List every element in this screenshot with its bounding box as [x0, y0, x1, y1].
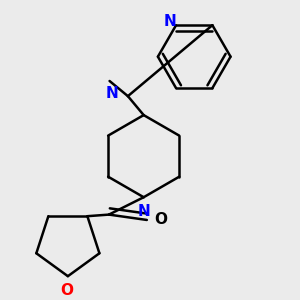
Text: N: N: [137, 203, 150, 218]
Text: N: N: [106, 86, 118, 101]
Text: N: N: [164, 14, 177, 29]
Text: O: O: [60, 283, 73, 298]
Text: O: O: [154, 212, 167, 227]
